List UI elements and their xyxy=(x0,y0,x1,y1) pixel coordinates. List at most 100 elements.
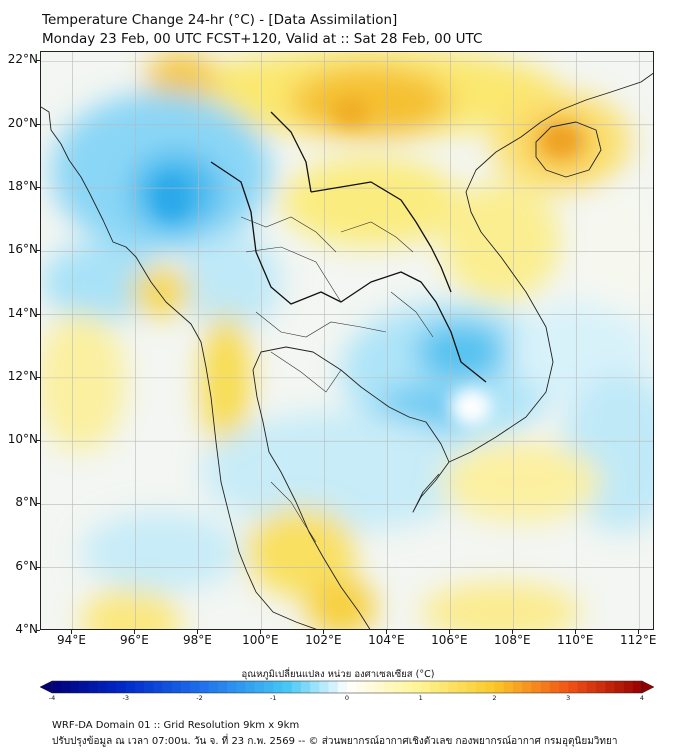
colorbar-cell xyxy=(485,681,495,693)
colorbar-cell xyxy=(586,681,597,693)
lon-tick xyxy=(260,630,262,634)
lon-label: 102°E xyxy=(305,633,342,647)
colorbar-cell xyxy=(273,681,283,693)
colorbar-cell xyxy=(503,681,514,693)
colorbar-cell xyxy=(52,681,62,693)
colorbar-cell xyxy=(347,681,357,693)
colorbar-cell xyxy=(420,681,431,693)
colorbar-cell xyxy=(125,681,136,693)
graticule xyxy=(41,52,653,629)
colorbar-cell xyxy=(153,681,163,693)
colorbar-cell xyxy=(217,681,228,693)
temperature-detail xyxy=(153,98,579,425)
colorbar-cell xyxy=(393,681,403,693)
colorbar-cell xyxy=(181,681,191,693)
lon-tick xyxy=(197,630,199,634)
lat-tick xyxy=(36,376,40,378)
colorbar-cell xyxy=(310,681,320,693)
colorbar-cell xyxy=(383,681,394,693)
colorbar-cell xyxy=(512,681,523,693)
hainan-island xyxy=(535,121,602,178)
temperature-field xyxy=(41,52,653,629)
map-title: Temperature Change 24-hr (°C) - [Data As… xyxy=(42,12,398,28)
colorbar-tick-label: 1 xyxy=(418,694,423,702)
colorbar-cell xyxy=(282,681,292,693)
lon-label: 94°E xyxy=(57,633,86,647)
temperature-change-map[interactable] xyxy=(40,51,654,630)
colorbar-cell xyxy=(88,681,99,693)
colorbar-tick-label: 2 xyxy=(492,694,497,702)
lat-tick xyxy=(36,630,40,631)
lat-label: 18°N xyxy=(7,179,38,194)
colorbar-cell xyxy=(595,681,606,693)
lat-label: 12°N xyxy=(7,368,38,383)
colorbar-cell xyxy=(245,681,256,693)
colorbar-cell xyxy=(116,681,127,693)
colorbar-cell xyxy=(134,681,145,693)
lon-tick xyxy=(449,630,451,634)
colorbar-tick-label: 3 xyxy=(566,694,571,702)
lon-label: 96°E xyxy=(120,633,149,647)
colorbar-cell xyxy=(577,681,587,693)
colorbar-tick-label: -3 xyxy=(122,694,129,702)
colorbar-cell xyxy=(374,681,385,693)
colorbar-cell xyxy=(79,681,90,693)
colorbar xyxy=(40,680,654,694)
colorbar-tick-label: 4 xyxy=(639,694,645,702)
lat-tick xyxy=(36,503,40,505)
colorbar-cell xyxy=(190,681,200,693)
lat-tick xyxy=(36,187,40,189)
colorbar-cell xyxy=(476,681,486,693)
colorbar-cell xyxy=(70,681,80,693)
colorbar-cell xyxy=(623,681,634,693)
lon-tick xyxy=(323,630,325,634)
colorbar-cell xyxy=(199,681,210,693)
lon-label: 104°E xyxy=(368,633,405,647)
colorbar-cell xyxy=(439,681,449,693)
colorbar-tick-label: -4 xyxy=(48,694,56,702)
lon-label: 112°E xyxy=(620,633,657,647)
colorbar-cell xyxy=(337,681,348,693)
update-info: ปรับปรุงข้อมูล ณ เวลา 07:00น. วัน จ. ที่… xyxy=(52,736,618,747)
colorbar-cell xyxy=(208,681,219,693)
colorbar-title: อุณหภูมิเปลี่ยนแปลง หน่วย องศาเซลเซียส (… xyxy=(241,669,435,680)
colorbar-cell xyxy=(605,681,615,693)
lat-tick xyxy=(36,313,40,315)
colorbar-cell xyxy=(162,681,173,693)
lat-label: 14°N xyxy=(7,305,38,320)
colorbar-cell xyxy=(227,681,237,693)
lon-label: 106°E xyxy=(431,633,468,647)
lon-label: 100°E xyxy=(242,633,279,647)
colorbar-cell xyxy=(236,681,246,693)
lat-tick xyxy=(36,440,40,442)
colorbar-cell xyxy=(494,681,505,693)
lon-label: 108°E xyxy=(494,633,531,647)
lat-tick xyxy=(36,123,40,125)
colorbar-min-extend xyxy=(40,680,53,694)
province-borders xyxy=(240,216,434,543)
colorbar-cell xyxy=(559,681,569,693)
colorbar-cell xyxy=(411,681,422,693)
lat-label: 8°N xyxy=(15,495,38,510)
colorbar-cell xyxy=(107,681,117,693)
colorbar-cell xyxy=(632,681,643,693)
colorbar-cell xyxy=(356,681,366,693)
colorbar-cell xyxy=(264,681,274,693)
colorbar-cell xyxy=(171,681,182,693)
coastlines xyxy=(41,72,653,629)
lon-tick xyxy=(512,630,514,634)
lon-label: 98°E xyxy=(182,633,212,647)
lon-tick xyxy=(134,630,136,634)
lat-tick xyxy=(36,60,40,62)
lon-label: 110°E xyxy=(557,633,594,647)
lon-tick xyxy=(638,630,640,634)
colorbar-cell xyxy=(549,681,560,693)
lat-label: 22°N xyxy=(7,52,38,67)
lon-tick xyxy=(575,630,577,634)
colorbar-cell xyxy=(457,681,468,693)
lon-tick xyxy=(386,630,388,634)
colorbar-cell xyxy=(98,681,108,693)
lat-tick xyxy=(36,250,40,252)
colorbar-tick-label: 0 xyxy=(344,694,350,702)
lat-tick xyxy=(36,566,40,568)
